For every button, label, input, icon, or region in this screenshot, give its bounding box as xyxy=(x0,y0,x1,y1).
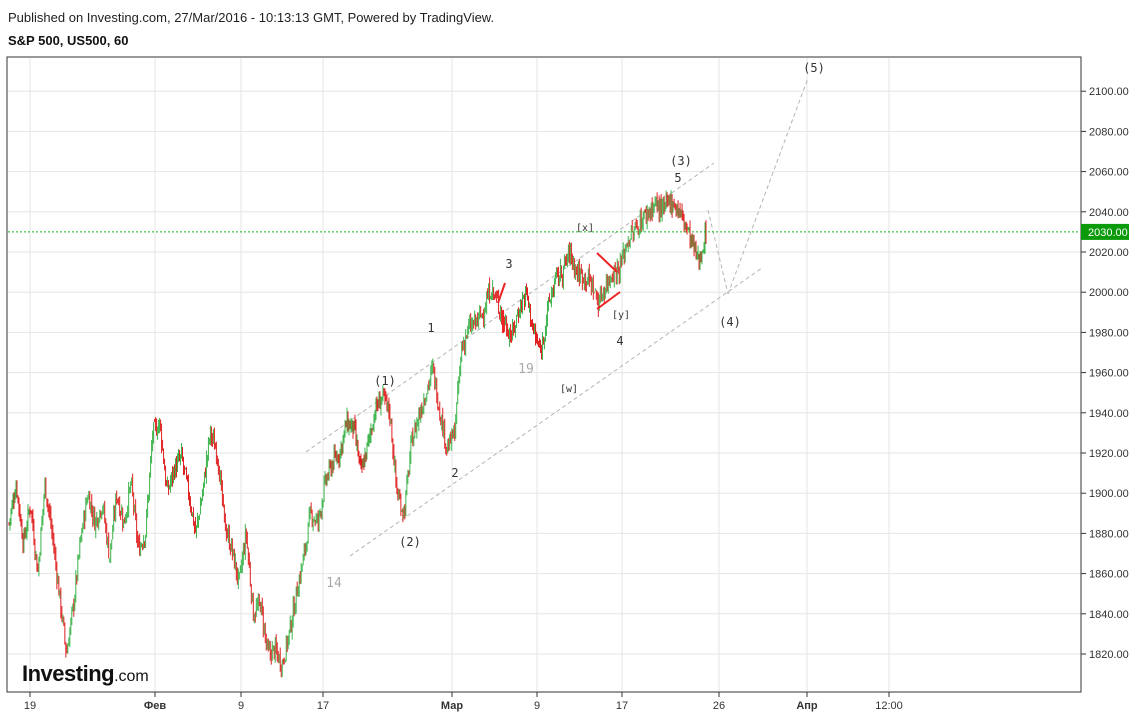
wave-label: (5) xyxy=(803,61,825,75)
y-tick-label: 1880.00 xyxy=(1089,528,1129,540)
projection-to-wave-5 xyxy=(727,77,809,295)
wave-label: 14 xyxy=(326,576,342,591)
y-tick-label: 1960.00 xyxy=(1089,368,1129,380)
wave-label: [w] xyxy=(560,384,578,395)
y-tick-label: 2000.00 xyxy=(1089,287,1129,299)
x-tick-label: 9 xyxy=(238,700,244,712)
y-tick-label: 1900.00 xyxy=(1089,488,1129,500)
wave-label: 2 xyxy=(451,466,458,480)
wave-label: [x] xyxy=(576,223,594,234)
wave-markers xyxy=(497,252,621,333)
y-tick-label: 1820.00 xyxy=(1089,649,1129,661)
current-price-label: 2030.00 xyxy=(1088,227,1128,239)
x-tick-label: Фев xyxy=(144,700,167,712)
y-tick-label: 2040.00 xyxy=(1089,207,1129,219)
wave-label: 5 xyxy=(674,171,681,185)
logo-suffix: .com xyxy=(114,668,149,685)
x-tick-label: 19 xyxy=(24,700,36,712)
x-tick-label: 26 xyxy=(713,700,725,712)
x-tick-label: 17 xyxy=(317,700,329,712)
wave-label: 4 xyxy=(616,334,623,348)
y-tick-label: 2060.00 xyxy=(1089,167,1129,179)
wave-label: (1) xyxy=(374,374,396,388)
x-tick-label: 17 xyxy=(616,700,628,712)
wave-marker xyxy=(497,282,506,304)
wave-label: 3 xyxy=(505,257,512,271)
y-tick-label: 1940.00 xyxy=(1089,408,1129,420)
x-tick-label: Мар xyxy=(441,700,463,712)
y-tick-label: 2100.00 xyxy=(1089,86,1129,98)
y-tick-label: 1920.00 xyxy=(1089,448,1129,460)
x-tick-label: 12:00 xyxy=(875,700,903,712)
time-axis[interactable]: 19 Фев 9 17 Мар 9 17 26 Апр 12:00 xyxy=(24,692,903,712)
wave-marker xyxy=(596,291,621,310)
wave-marker xyxy=(596,252,618,273)
wave-label: (4) xyxy=(719,315,741,329)
y-tick-label: 1980.00 xyxy=(1089,327,1129,339)
current-price-badge xyxy=(1081,223,1129,240)
y-tick-label: 2080.00 xyxy=(1089,126,1129,138)
projection-to-wave-4 xyxy=(707,209,729,295)
x-tick-label: Апр xyxy=(796,700,818,712)
wave-labels: (1) (2) 1 2 3 4 5 (3) (4) (5) [x] [y] [w] 14 19 xyxy=(326,61,825,591)
plot-frame xyxy=(6,56,1082,693)
grid xyxy=(8,58,1080,691)
wave-label: [y] xyxy=(612,310,630,321)
y-tick-label: 1840.00 xyxy=(1089,609,1129,621)
price-axis[interactable]: 2100.00 2080.00 2060.00 2040.00 2020.00 2000.… xyxy=(1081,86,1129,661)
investing-logo[interactable]: Investing.com xyxy=(22,661,149,687)
candlestick-series xyxy=(8,190,707,678)
wave-label: (2) xyxy=(399,535,421,549)
published-note: Published on Investing.com, 27/Mar/2016 … xyxy=(8,10,495,25)
chart-title: S&P 500, US500, 60 xyxy=(8,33,129,48)
y-tick-label: 1860.00 xyxy=(1089,569,1129,581)
logo-text: Investing xyxy=(22,661,115,686)
wave-label: 1 xyxy=(427,321,434,335)
current-price-line: 2030.00 xyxy=(8,223,1129,240)
y-tick-label: 2020.00 xyxy=(1089,247,1129,259)
x-tick-label: 9 xyxy=(534,700,540,712)
wave-label: (3) xyxy=(670,154,692,168)
wave-label: 19 xyxy=(518,362,534,377)
